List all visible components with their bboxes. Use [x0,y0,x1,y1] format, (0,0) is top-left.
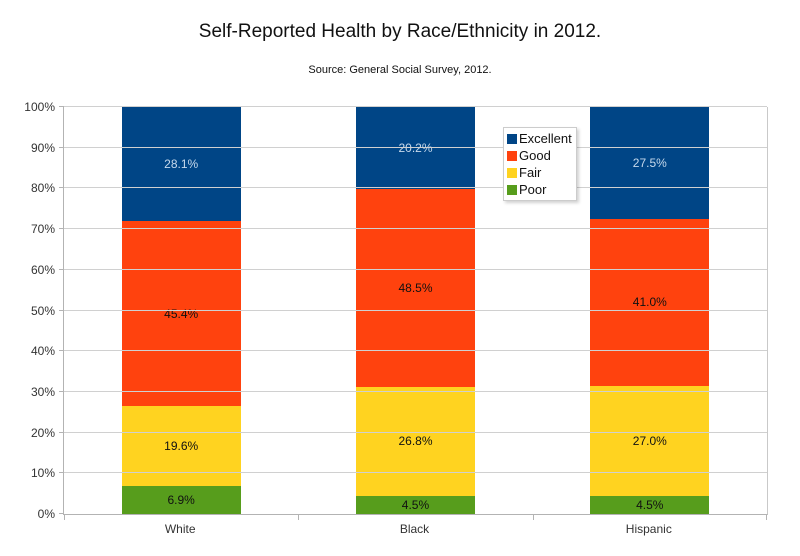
bar-black: 4.5% 26.8% 48.5% 20.2% [355,107,475,514]
legend-item-fair: Fair [507,164,572,181]
data-label-black-fair: 26.8% [398,434,433,449]
gridline-80 [64,187,767,189]
segment-hispanic-poor: 4.5% [590,495,710,514]
segment-black-fair: 26.8% [355,386,475,496]
segment-white-fair: 19.6% [121,406,241,486]
gridline-60 [64,268,767,270]
y-tick-label-60: 60% [30,262,55,277]
y-tick-50 [59,309,64,311]
x-label-hispanic: Hispanic [625,522,672,536]
data-label-hispanic-excellent: 27.5% [632,155,667,170]
y-tick-0 [59,513,64,514]
segment-black-good: 48.5% [355,189,475,387]
y-tick-20 [59,431,64,433]
data-label-hispanic-fair: 27.0% [632,433,667,448]
segment-hispanic-excellent: 27.5% [590,107,710,219]
y-tick-label-100: 100% [24,100,55,114]
legend: Excellent Good Fair Poor [503,127,577,201]
data-label-hispanic-poor: 4.5% [636,497,664,512]
data-label-white-poor: 6.9% [167,492,195,507]
legend-item-poor: Poor [507,181,572,198]
segment-white-poor: 6.9% [121,485,241,514]
gridline-70 [64,228,767,230]
gridline-10 [64,472,767,474]
x-label-black: Black [399,522,430,536]
y-axis-labels: 0% 10% 20% 30% 40% 50% 60% 70% 80% 90% 100% [0,101,55,520]
legend-swatch-fair [507,167,517,178]
chart-title: Self-Reported Health by Race/Ethnicity i… [198,21,602,42]
x-tick-2 [532,515,534,520]
bars-container: 6.9% 19.6% 45.4% 28.1% 4.5% 26.8% 48.5% 20.2% 4.… [64,107,767,514]
y-tick-label-70: 70% [30,222,55,237]
column-white: 6.9% 19.6% 45.4% 28.1% [64,107,298,514]
y-tick-label-90: 90% [30,140,55,155]
y-tick-label-20: 20% [30,425,55,440]
plot-area: 6.9% 19.6% 45.4% 28.1% 4.5% 26.8% 48.5% 20.2% 4.… [59,106,768,520]
y-tick-label-40: 40% [30,344,55,359]
data-label-black-poor: 4.5% [401,497,430,512]
x-axis-labels: White Black Hispanic [63,522,766,536]
legend-label-poor: Poor [519,182,547,197]
y-tick-label-50: 50% [30,303,55,318]
y-tick-label-10: 10% [30,466,55,481]
legend-item-good: Good [507,147,572,164]
segment-hispanic-good: 41.0% [590,218,710,386]
data-label-white-excellent: 28.1% [164,157,199,172]
y-tick-80 [59,187,64,189]
legend-swatch-good [507,150,517,161]
segment-black-poor: 4.5% [355,495,475,514]
x-tick-0 [64,515,65,520]
legend-label-excellent: Excellent [519,131,572,146]
segment-white-excellent: 28.1% [121,107,241,222]
data-label-white-good: 45.4% [164,306,199,321]
legend-swatch-poor [507,184,517,195]
y-tick-70 [59,228,64,230]
y-tick-10 [59,472,64,474]
legend-swatch-excellent [507,133,517,144]
segment-black-excellent: 20.2% [355,107,475,190]
column-hispanic: 4.5% 27.0% 41.0% 27.5% [533,107,767,514]
gridline-40 [64,350,767,352]
y-tick-90 [59,146,64,148]
legend-item-excellent: Excellent [507,130,572,147]
gridline-50 [64,309,767,311]
data-label-black-good: 48.5% [398,280,433,295]
segment-hispanic-fair: 27.0% [590,385,710,496]
bar-hispanic: 4.5% 27.0% 41.0% 27.5% [590,107,710,514]
column-black: 4.5% 26.8% 48.5% 20.2% [298,107,532,514]
y-tick-40 [59,350,64,352]
y-tick-label-0: 0% [37,507,55,521]
gridline-90 [64,146,767,148]
x-tick-3 [766,515,767,520]
legend-label-fair: Fair [519,165,542,180]
data-label-black-excellent: 20.2% [398,141,433,156]
data-label-white-fair: 19.6% [164,439,199,454]
gridline-100 [64,106,767,107]
y-tick-label-30: 30% [30,384,55,399]
y-tick-60 [59,268,64,270]
chart-subtitle: Source: General Social Survey, 2012. [308,64,492,76]
y-tick-100 [59,106,64,107]
segment-white-good: 45.4% [121,221,241,407]
gridline-20 [64,431,767,433]
y-tick-30 [59,390,64,392]
bar-white: 6.9% 19.6% 45.4% 28.1% [121,107,241,514]
x-label-white: White [164,522,196,536]
y-tick-label-80: 80% [30,181,55,196]
data-label-hispanic-good: 41.0% [632,295,667,310]
legend-label-good: Good [519,148,551,163]
x-tick-1 [298,515,300,520]
gridline-30 [64,390,767,392]
